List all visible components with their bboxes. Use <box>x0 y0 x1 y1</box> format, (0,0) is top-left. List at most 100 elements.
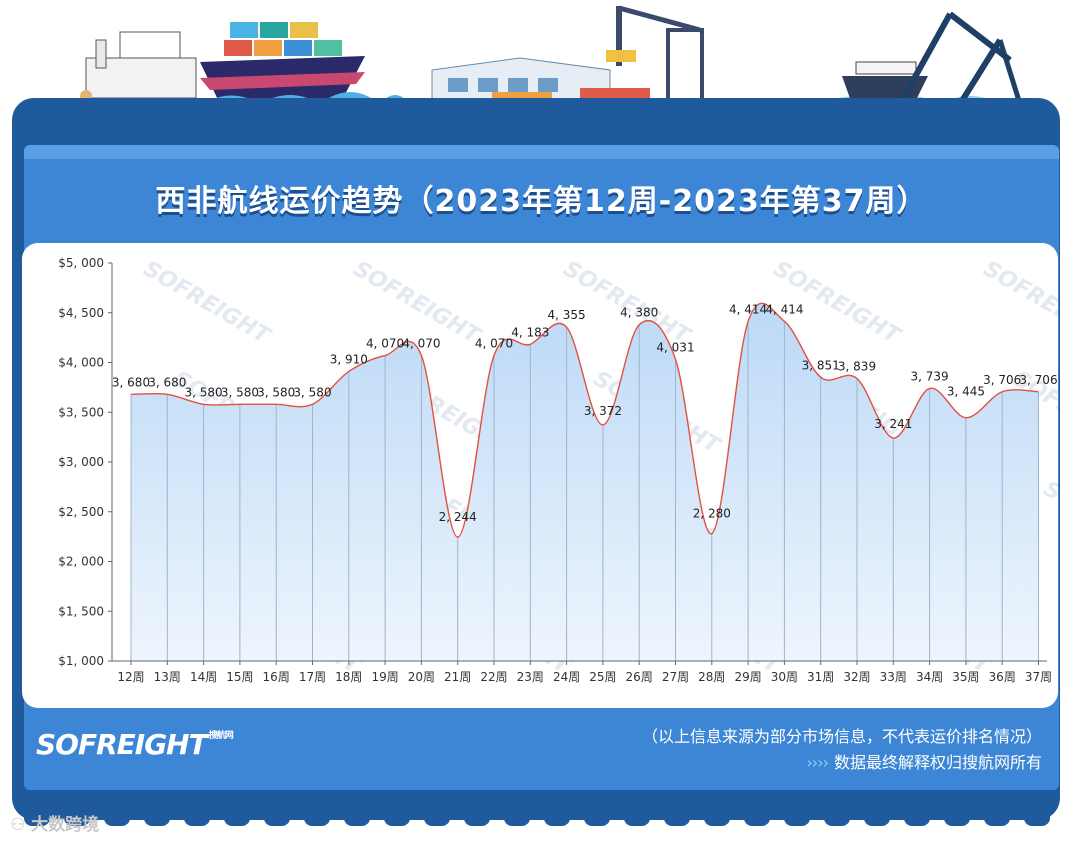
board-tab <box>184 806 210 826</box>
x-tick-label: 26周 <box>626 670 653 684</box>
x-tick-label: 17周 <box>299 670 326 684</box>
x-tick-label: 28周 <box>698 670 725 684</box>
board-tab <box>504 806 530 826</box>
board-tab <box>864 806 890 826</box>
x-tick-label: 13周 <box>154 670 181 684</box>
data-label: 3, 372 <box>584 404 622 418</box>
port-illustration <box>80 5 1023 106</box>
board-tab <box>784 806 810 826</box>
data-label: 4, 070 <box>402 337 440 351</box>
y-tick-label: $5, 000 <box>58 256 104 270</box>
footer-watermark-text: 大数跨境 <box>31 815 100 835</box>
data-label: 3, 706 <box>983 373 1021 387</box>
x-tick-label: 20周 <box>408 670 435 684</box>
x-tick-label: 15周 <box>226 670 253 684</box>
source-note-line2: 数据最终解释权归搜航网所有 <box>833 753 1042 772</box>
y-tick-label: $3, 000 <box>58 455 104 469</box>
chart-title: 西非航线运价趋势（2023年第12周-2023年第37周） <box>155 184 928 219</box>
x-tick-label: 22周 <box>480 670 507 684</box>
watermark-text: SOFREIGHT <box>979 257 1058 350</box>
x-tick-label: 36周 <box>989 670 1016 684</box>
data-label: 4, 070 <box>366 337 404 351</box>
source-note: （以上信息来源为部分市场信息，不代表运价排名情况） ›››› 数据最终解释权归搜航… <box>642 724 1042 776</box>
x-tick-label: 25周 <box>589 670 616 684</box>
panel-highlight <box>24 145 1059 159</box>
x-tick-label: 29周 <box>734 670 761 684</box>
x-tick-label: 37周 <box>1025 670 1052 684</box>
watermark-text: SOFREIGHT <box>139 257 276 350</box>
x-tick-label: 21周 <box>444 670 471 684</box>
footer-logo-icon: ⚇ <box>10 815 26 835</box>
board-tab <box>24 806 50 826</box>
board-tab <box>984 806 1010 826</box>
x-tick-label: 23周 <box>517 670 544 684</box>
data-label: 3, 706 <box>1019 373 1057 387</box>
data-label: 4, 070 <box>475 337 513 351</box>
y-tick-label: $2, 500 <box>58 505 104 519</box>
data-label: 3, 680 <box>148 375 186 389</box>
board-tab <box>584 806 610 826</box>
data-label: 3, 445 <box>947 385 985 399</box>
board-tab <box>464 806 490 826</box>
series-area <box>131 303 1039 661</box>
board-tab <box>744 806 770 826</box>
x-tick-label: 35周 <box>952 670 979 684</box>
x-tick-label: 34周 <box>916 670 943 684</box>
board-tab <box>544 806 570 826</box>
board-tab <box>64 806 90 826</box>
data-label: 3, 580 <box>185 385 223 399</box>
x-tick-label: 31周 <box>807 670 834 684</box>
data-label: 3, 580 <box>257 385 295 399</box>
y-tick-label: $4, 500 <box>58 306 104 320</box>
data-label: 3, 910 <box>330 352 368 366</box>
data-label: 3, 851 <box>802 358 840 372</box>
brand-logo-subtext: 搜航网 <box>208 731 234 741</box>
gantry-crane-icon <box>897 11 1023 106</box>
data-label: 3, 739 <box>911 369 949 383</box>
container-ship-icon <box>200 22 365 104</box>
y-tick-label: $1, 000 <box>58 654 104 668</box>
x-tick-label: 32周 <box>843 670 870 684</box>
source-note-line1: （以上信息来源为部分市场信息，不代表运价排名情况） <box>641 727 1042 746</box>
y-tick-label: $1, 500 <box>58 604 104 618</box>
cruise-ship-icon <box>842 61 928 104</box>
watermark-text: SOFREIGHT <box>559 257 696 350</box>
x-tick-label: 18周 <box>335 670 362 684</box>
board-tab <box>264 806 290 826</box>
board-tab <box>624 806 650 826</box>
board-tab <box>424 806 450 826</box>
y-tick-label: $3, 500 <box>58 405 104 419</box>
brand-logo-text: SOFREIGHT <box>36 728 208 761</box>
board-tab <box>384 806 410 826</box>
crane-icon <box>606 5 704 106</box>
watermark-text: SOFREIGHT <box>1039 477 1058 570</box>
data-label: 4, 355 <box>548 308 586 322</box>
board-tab <box>224 806 250 826</box>
x-tick-label: 30周 <box>771 670 798 684</box>
board-tab <box>104 806 130 826</box>
board-tab <box>344 806 370 826</box>
data-label: 2, 244 <box>439 510 477 524</box>
x-tick-label: 27周 <box>662 670 689 684</box>
footer-watermark: ⚇ 大数跨境 <box>10 810 99 835</box>
factory-icon <box>80 31 197 102</box>
board-tab <box>144 806 170 826</box>
board-tab <box>944 806 970 826</box>
data-label: 3, 241 <box>874 417 912 431</box>
board-tab <box>824 806 850 826</box>
board-tab <box>704 806 730 826</box>
brand-logo: SOFREIGHT 搜航网 <box>36 728 234 761</box>
data-label: 4, 031 <box>656 340 694 354</box>
data-label: 4, 414 <box>765 302 803 316</box>
x-tick-label: 14周 <box>190 670 217 684</box>
data-label: 3, 839 <box>838 360 876 374</box>
y-tick-label: $2, 000 <box>58 555 104 569</box>
data-label: 3, 680 <box>112 375 150 389</box>
area-chart: SOFREIGHT SOFREIGHT SOFREIGHT SOFREIGHT SOFR… <box>58 256 1058 684</box>
y-tick-label: $4, 000 <box>58 356 104 370</box>
x-tick-label: 24周 <box>553 670 580 684</box>
x-tick-label: 16周 <box>263 670 290 684</box>
data-label: 2, 280 <box>693 507 731 521</box>
board-tab <box>1024 806 1050 826</box>
board-tab <box>304 806 330 826</box>
